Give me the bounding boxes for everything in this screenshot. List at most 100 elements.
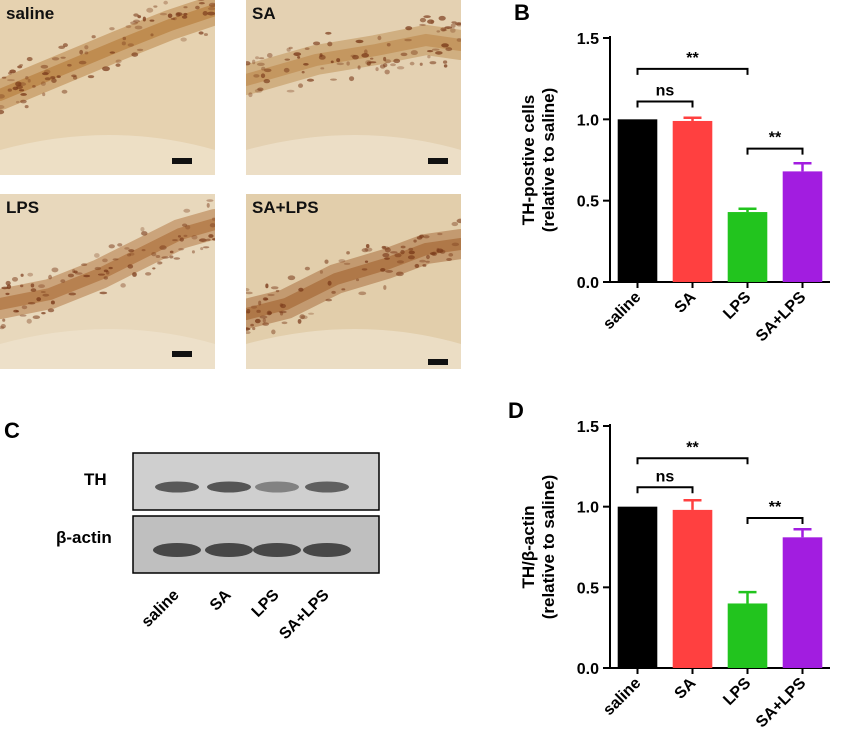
stained-cell	[67, 273, 75, 278]
stained-cell	[185, 224, 191, 230]
stained-cell	[410, 50, 418, 56]
stained-cell	[352, 54, 359, 60]
significance-bracket	[746, 147, 804, 155]
stained-cell	[246, 327, 251, 331]
stained-cell	[50, 300, 55, 305]
stained-cell	[442, 60, 448, 64]
stained-cell	[266, 310, 272, 316]
stained-cell	[133, 19, 140, 23]
stained-cell	[2, 318, 6, 322]
stained-cell	[425, 260, 430, 263]
stained-cell	[338, 259, 346, 263]
stained-cell	[451, 221, 459, 227]
stained-cell	[27, 78, 31, 83]
stained-cell	[256, 309, 261, 313]
stained-cell	[153, 5, 158, 8]
stained-cell	[11, 277, 19, 282]
stained-cell	[370, 57, 374, 60]
stained-cell	[439, 249, 446, 254]
stain-core	[246, 238, 461, 320]
stained-cell	[419, 17, 427, 23]
stained-cell	[20, 284, 24, 288]
stained-cell	[427, 55, 431, 59]
stained-cell	[198, 31, 204, 35]
bar-sa-lps	[782, 537, 823, 668]
stained-cell	[278, 310, 287, 314]
stained-cell	[263, 68, 272, 73]
stained-cell	[198, 0, 205, 1]
stained-cell	[56, 75, 61, 79]
stained-cell	[20, 273, 24, 277]
stained-cell	[258, 300, 262, 306]
stained-cell	[393, 58, 401, 64]
stained-cell	[429, 252, 436, 256]
stained-cell	[51, 78, 57, 83]
stained-cell	[134, 25, 143, 30]
stained-cell	[48, 274, 53, 280]
stained-cell	[443, 64, 448, 68]
stained-cell	[267, 293, 275, 297]
significance-bracket	[636, 457, 749, 465]
stained-cell	[419, 23, 426, 26]
y-axis-label-line2: (relative to saline)	[539, 88, 558, 233]
stained-cell	[319, 270, 324, 274]
stained-cell	[343, 262, 351, 265]
significance-label: ns	[656, 82, 675, 99]
stained-cell	[262, 317, 266, 323]
x-tick-label: SA+LPS	[753, 289, 810, 346]
stained-cell	[366, 61, 371, 66]
stained-cell	[287, 275, 296, 281]
stained-cell	[142, 16, 146, 22]
bar-saline	[617, 119, 658, 282]
stained-cell	[286, 47, 291, 52]
stained-cell	[198, 2, 205, 5]
y-tick-label: 1.0	[577, 500, 599, 517]
stained-cell	[105, 270, 110, 275]
stained-cell	[441, 43, 449, 48]
stained-cell	[325, 298, 332, 302]
stained-cell	[426, 50, 434, 53]
stained-cell	[103, 276, 108, 280]
stained-cell	[298, 287, 304, 292]
stained-cell	[431, 48, 440, 51]
band-th	[305, 481, 349, 493]
stained-cell	[346, 251, 350, 255]
stained-cell	[182, 223, 188, 227]
stained-cell	[303, 62, 309, 66]
stained-cell	[140, 226, 145, 232]
stained-cell	[0, 324, 6, 329]
stained-cell	[396, 260, 404, 264]
stained-cell	[24, 105, 29, 109]
stained-cell	[390, 63, 396, 67]
stained-cell	[109, 51, 116, 54]
stained-cell	[395, 271, 404, 277]
bar-lps	[727, 212, 768, 282]
blot-lane-label: LPS	[248, 586, 283, 621]
stained-cell	[327, 41, 333, 47]
stained-cell	[1, 286, 9, 290]
stained-cell	[51, 267, 59, 273]
stained-cell	[42, 72, 49, 76]
stained-cell	[159, 12, 168, 16]
stained-cell	[254, 88, 263, 93]
stained-cell	[400, 52, 408, 57]
x-tick-label: LPS	[720, 289, 754, 323]
stained-cell	[246, 61, 251, 66]
stained-cell	[341, 288, 346, 291]
micrograph-image	[246, 0, 461, 175]
stained-cell	[385, 269, 394, 273]
y-tick-label: 0.5	[577, 194, 599, 211]
stained-cell	[246, 291, 253, 295]
stained-cell	[284, 58, 291, 61]
stained-cell	[58, 45, 66, 50]
stained-cell	[125, 25, 132, 29]
x-tick-label: SA	[672, 674, 700, 702]
stained-cell	[169, 255, 174, 259]
stained-cell	[16, 85, 23, 89]
micrograph-label: saline	[6, 4, 55, 23]
stained-cell	[115, 59, 122, 64]
stained-cell	[161, 256, 169, 259]
stained-cell	[5, 280, 11, 286]
stained-cell	[169, 250, 174, 254]
stained-cell	[448, 253, 454, 257]
